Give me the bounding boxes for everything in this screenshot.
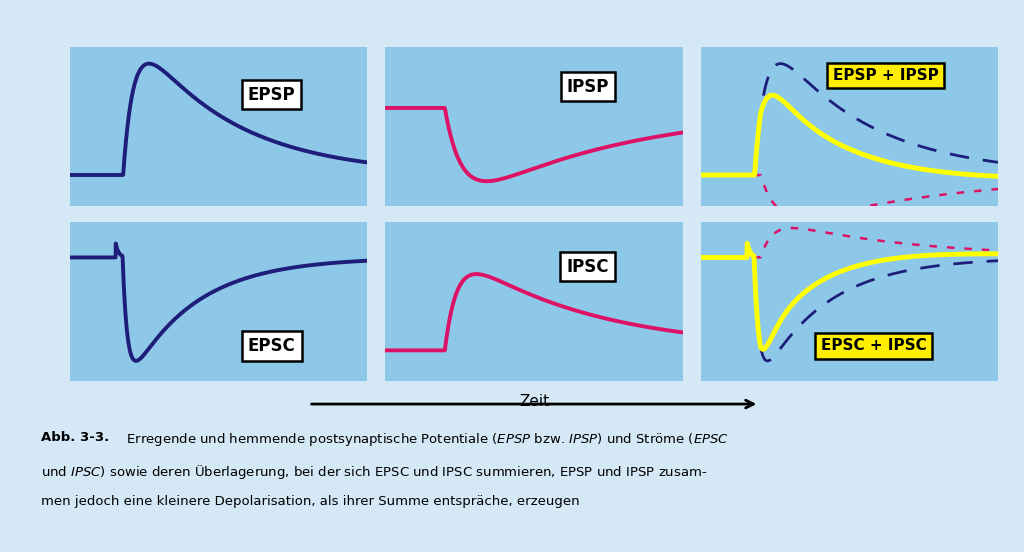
Text: Erregende und hemmende postsynaptische Potentiale ($\it{EPSP}$ bzw. $\it{IPSP}$): Erregende und hemmende postsynaptische P… — [118, 431, 729, 448]
Text: und $\it{IPSC}$) sowie deren Überlagerung, bei der sich EPSC und IPSC summieren,: und $\it{IPSC}$) sowie deren Überlagerun… — [41, 463, 708, 481]
Text: IPSC: IPSC — [566, 258, 609, 275]
Text: EPSC + IPSC: EPSC + IPSC — [820, 338, 927, 353]
Text: men jedoch eine kleinere Depolarisation, als ihrer Summe entspräche, erzeugen: men jedoch eine kleinere Depolarisation,… — [41, 495, 580, 508]
Text: EPSP: EPSP — [248, 86, 296, 104]
Text: IPSP: IPSP — [566, 78, 608, 95]
Text: EPSP + IPSP: EPSP + IPSP — [833, 68, 938, 83]
Text: Zeit: Zeit — [519, 394, 549, 409]
Text: EPSC: EPSC — [248, 337, 296, 355]
Text: Abb. 3-3.: Abb. 3-3. — [41, 431, 110, 444]
